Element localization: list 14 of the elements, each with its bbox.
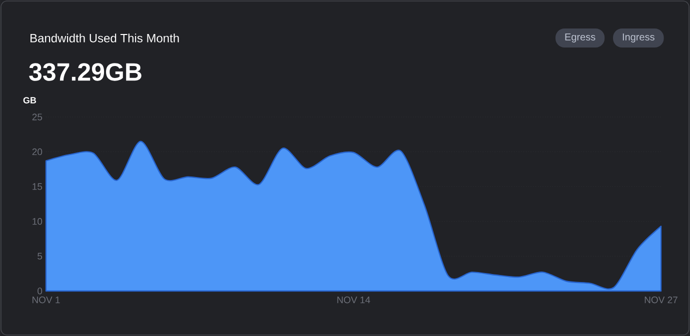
- x-tick-label: NOV 1: [32, 296, 60, 304]
- y-tick-label: 5: [38, 252, 42, 260]
- y-axis-title: GB: [23, 97, 36, 104]
- x-tick-label: NOV 27: [644, 296, 678, 304]
- chart-title: Bandwidth Used This Month: [30, 34, 179, 42]
- text: Ingress: [622, 34, 654, 42]
- x-tick-label: NOV 14: [337, 296, 370, 304]
- text: Egress: [565, 34, 596, 42]
- chart-subtitle: 337.29GB: [29, 63, 142, 81]
- y-tick-label: 25: [32, 114, 42, 120]
- y-tick-label: 0: [38, 288, 42, 294]
- y-tick-label: 15: [32, 183, 42, 190]
- y-tick-label: 10: [32, 218, 42, 225]
- y-tick-label: 20: [32, 148, 42, 156]
